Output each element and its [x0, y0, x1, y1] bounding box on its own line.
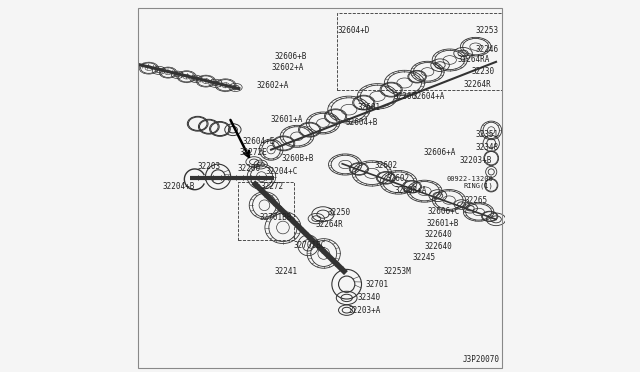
- Text: 32204+B: 32204+B: [163, 182, 195, 191]
- Text: 32253: 32253: [476, 26, 499, 35]
- Text: 32264R: 32264R: [464, 80, 492, 89]
- Text: 32245: 32245: [413, 253, 436, 262]
- Text: 32606+C: 32606+C: [428, 207, 460, 216]
- Text: 32272: 32272: [260, 182, 284, 191]
- Text: 32241: 32241: [275, 267, 298, 276]
- Text: 32602+A: 32602+A: [271, 63, 303, 72]
- Text: 32602+A: 32602+A: [256, 81, 289, 90]
- Text: 32265: 32265: [465, 196, 488, 205]
- Text: 32701BC: 32701BC: [293, 241, 326, 250]
- Text: 32602: 32602: [375, 161, 398, 170]
- Text: 32203+B: 32203+B: [460, 156, 492, 165]
- Text: 00922-13200: 00922-13200: [446, 176, 493, 182]
- Text: 32701: 32701: [365, 280, 388, 289]
- Text: 32606+A: 32606+A: [424, 148, 456, 157]
- Text: 32260: 32260: [394, 92, 417, 101]
- Text: 32601: 32601: [357, 103, 380, 112]
- Text: 32340: 32340: [357, 293, 380, 302]
- Text: 32250: 32250: [328, 208, 351, 217]
- Text: 32602: 32602: [387, 174, 410, 183]
- Text: 32264R: 32264R: [316, 221, 343, 230]
- Text: 32230: 32230: [472, 67, 495, 76]
- Text: 32253M: 32253M: [383, 267, 411, 276]
- Text: J3P20070: J3P20070: [463, 355, 500, 364]
- Text: 322640: 322640: [425, 241, 452, 250]
- Text: 32604+D: 32604+D: [338, 26, 370, 35]
- Text: 32604+B: 32604+B: [346, 119, 378, 128]
- Text: 32351: 32351: [476, 129, 499, 139]
- Text: 32200: 32200: [237, 164, 261, 173]
- Text: 322640: 322640: [425, 230, 452, 240]
- Text: 32608+A: 32608+A: [394, 186, 426, 195]
- Text: 32601+B: 32601+B: [427, 219, 460, 228]
- Text: 3260B+B: 3260B+B: [281, 154, 314, 163]
- Text: 32604+A: 32604+A: [413, 92, 445, 101]
- Text: 32601+A: 32601+A: [271, 115, 303, 124]
- Text: 32701BB: 32701BB: [260, 213, 292, 222]
- Text: 32348: 32348: [476, 143, 499, 152]
- Text: 32203: 32203: [198, 162, 221, 171]
- Text: 32264RA: 32264RA: [457, 55, 490, 64]
- Text: 32204+C: 32204+C: [265, 167, 298, 176]
- Text: 32246: 32246: [476, 45, 499, 54]
- Text: 32272E: 32272E: [239, 148, 268, 157]
- Text: 32203+A: 32203+A: [349, 306, 381, 315]
- Text: 32604+E: 32604+E: [243, 137, 275, 146]
- Text: 32606+B: 32606+B: [275, 52, 307, 61]
- Text: RING(1): RING(1): [463, 183, 493, 189]
